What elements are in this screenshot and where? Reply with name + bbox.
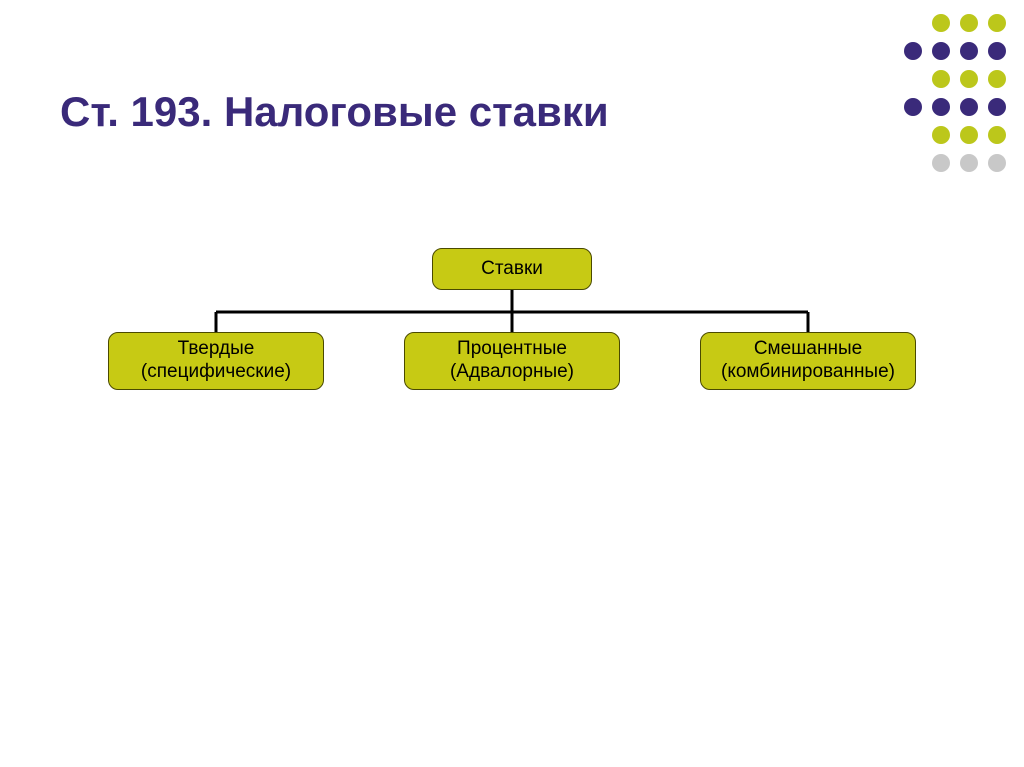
dot-icon — [960, 98, 978, 116]
dot-icon — [932, 98, 950, 116]
tree-root-node: Ставки — [432, 248, 592, 290]
node-label: (Адвалорные) — [450, 361, 574, 384]
node-label: Смешанные — [754, 338, 862, 361]
decorative-dot-grid — [904, 14, 1006, 182]
dot-icon — [988, 154, 1006, 172]
slide: Ст. 193. Налоговые ставки СтавкиТвердые(… — [0, 0, 1024, 767]
dot-icon — [932, 70, 950, 88]
tree-child-node: Смешанные(комбинированные) — [700, 332, 916, 390]
dot-row — [904, 70, 1006, 88]
dot-icon — [960, 126, 978, 144]
dot-row — [904, 42, 1006, 60]
dot-icon — [988, 126, 1006, 144]
node-label: Процентные — [457, 338, 567, 361]
dot-icon — [932, 14, 950, 32]
tree-child-node: Твердые(специфические) — [108, 332, 324, 390]
node-label: Твердые — [178, 338, 255, 361]
dot-icon — [904, 98, 922, 116]
dot-icon — [904, 42, 922, 60]
dot-row — [904, 14, 1006, 32]
dot-icon — [932, 154, 950, 172]
slide-title: Ст. 193. Налоговые ставки — [60, 88, 609, 136]
dot-icon — [932, 126, 950, 144]
dot-row — [904, 154, 1006, 172]
node-label: (специфические) — [141, 361, 291, 384]
dot-icon — [988, 70, 1006, 88]
tree-child-node: Процентные(Адвалорные) — [404, 332, 620, 390]
dot-icon — [960, 14, 978, 32]
dot-icon — [988, 14, 1006, 32]
dot-icon — [932, 42, 950, 60]
dot-row — [904, 126, 1006, 144]
dot-icon — [988, 98, 1006, 116]
node-label: (комбинированные) — [721, 361, 895, 384]
node-label: Ставки — [481, 258, 543, 281]
dot-icon — [960, 70, 978, 88]
dot-row — [904, 98, 1006, 116]
dot-icon — [988, 42, 1006, 60]
dot-icon — [960, 154, 978, 172]
dot-icon — [960, 42, 978, 60]
